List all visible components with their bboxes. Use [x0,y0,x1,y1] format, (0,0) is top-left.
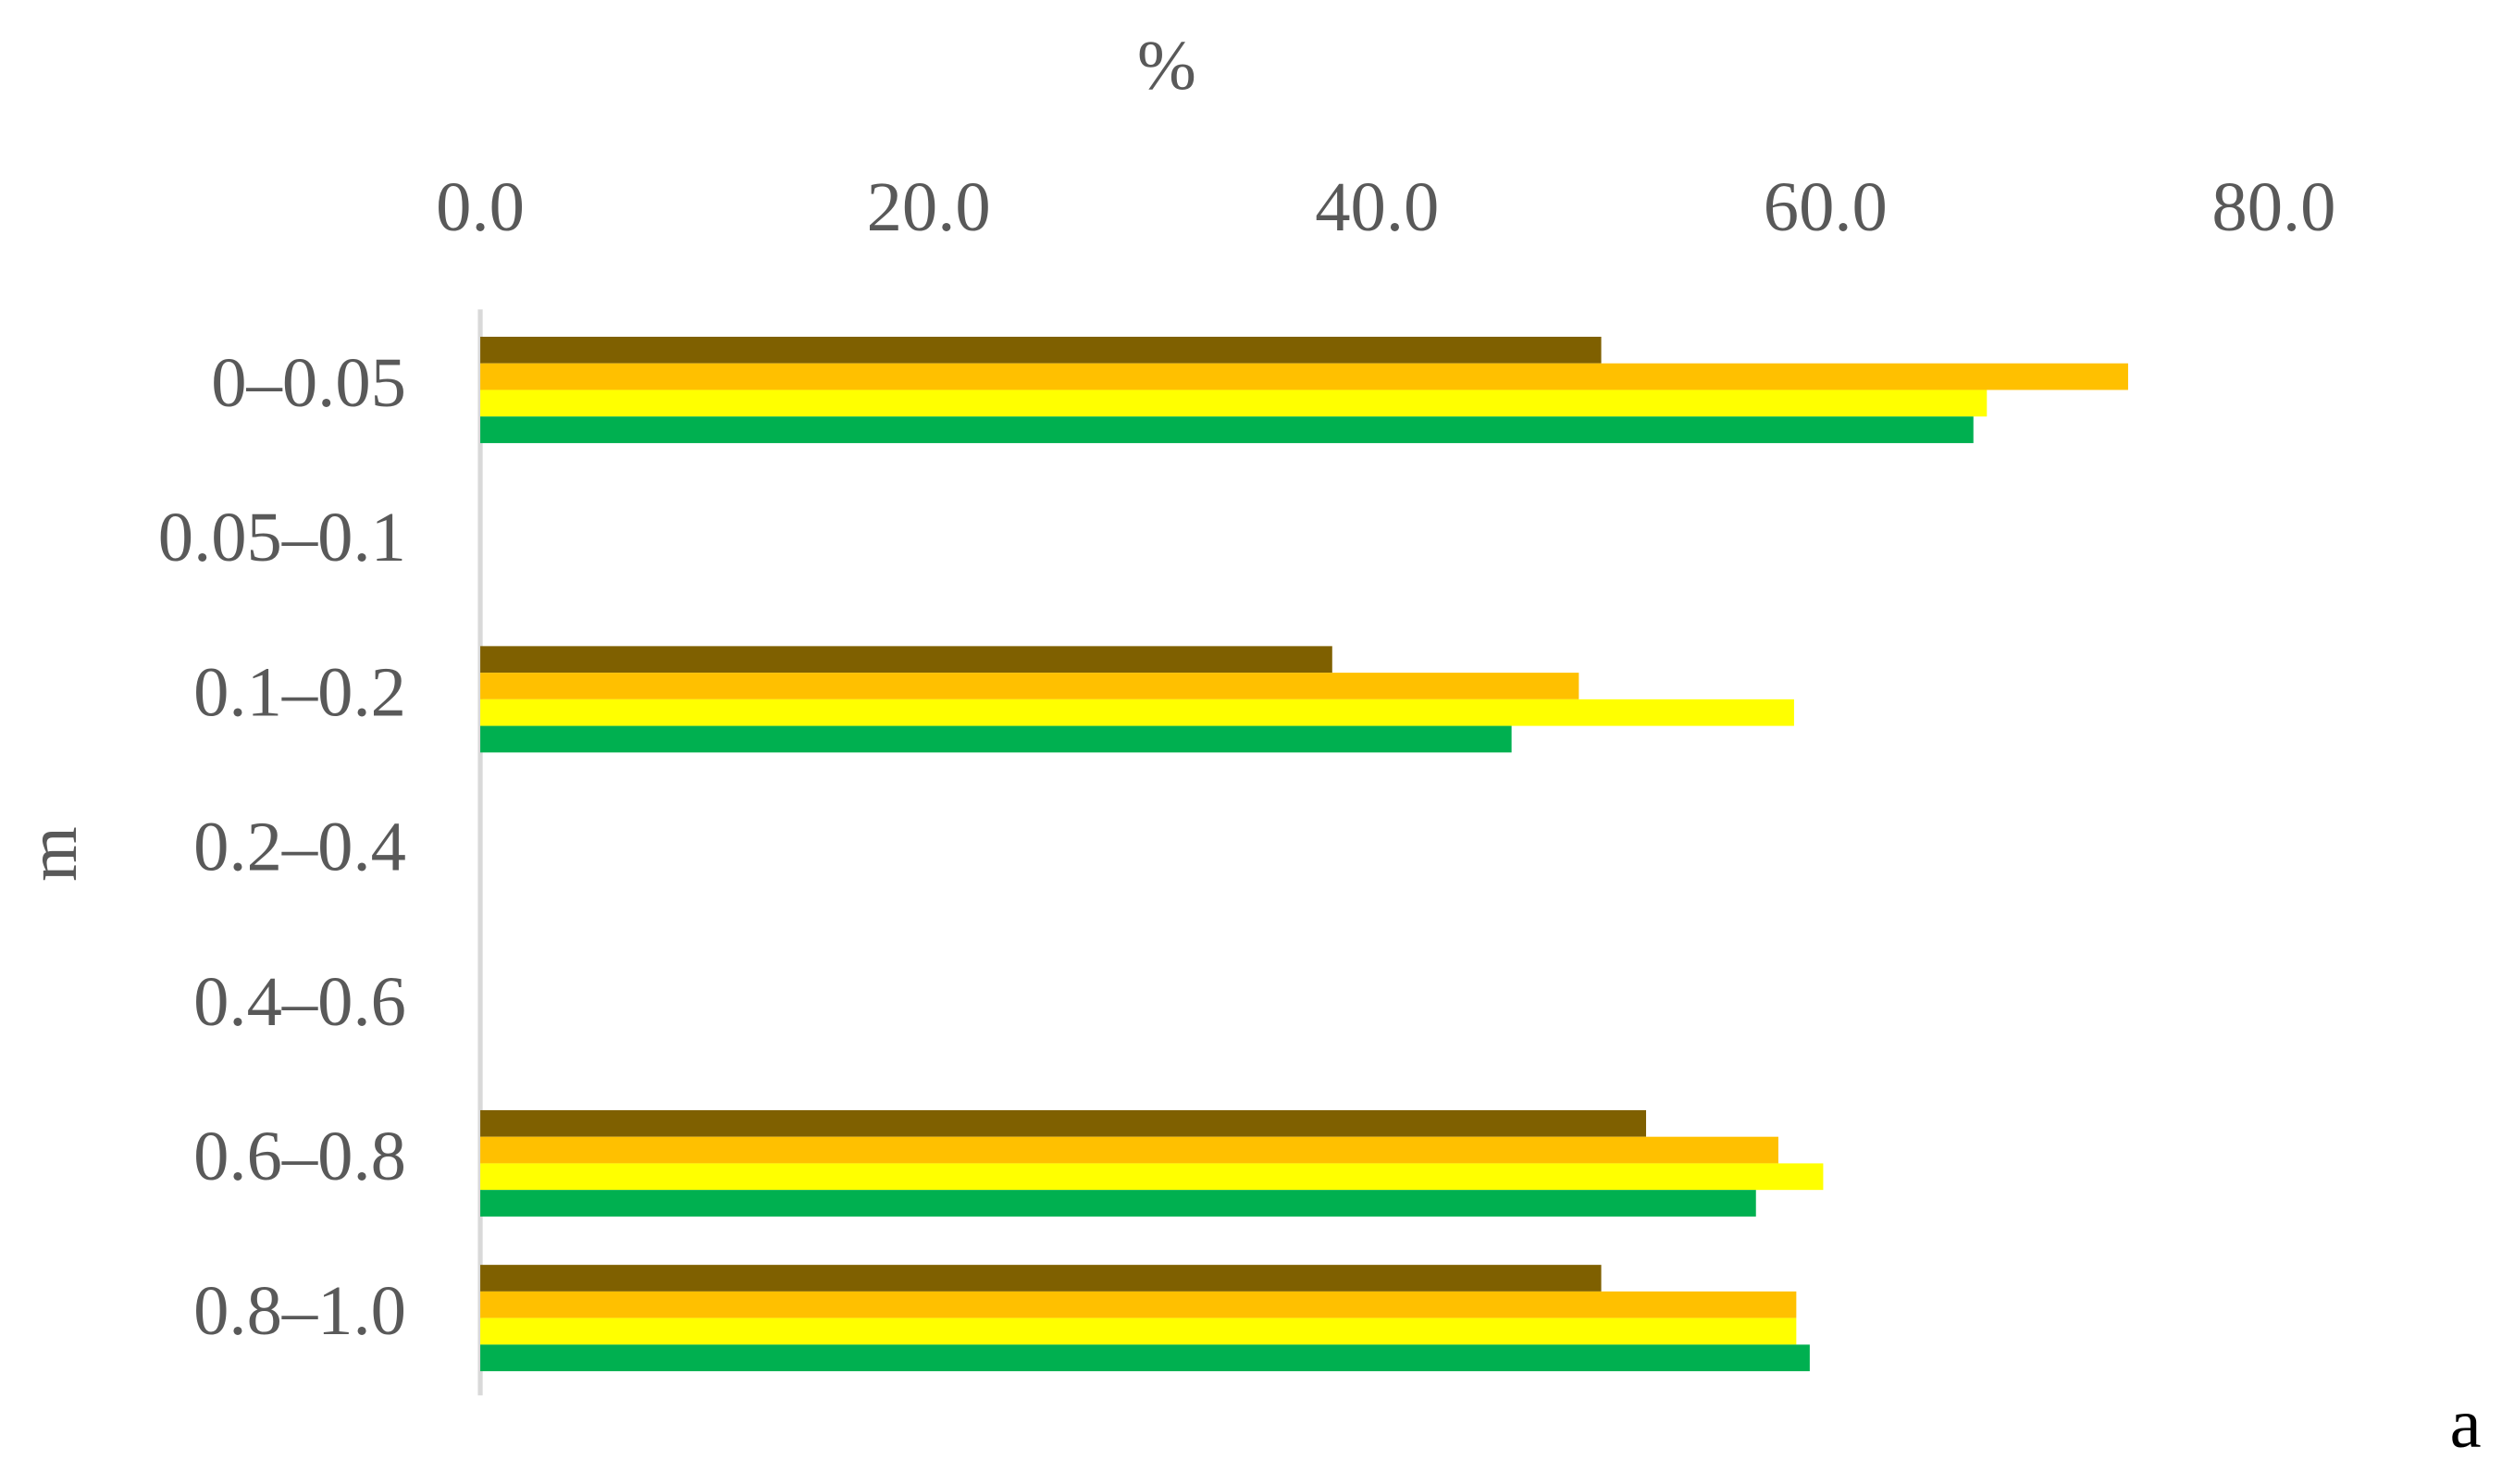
bar [480,725,1512,753]
bar [480,1265,1602,1292]
bar [480,390,1988,417]
bar [480,1317,1797,1345]
y-tick-label: 0.1–0.2 [193,652,406,731]
x-tick-label: 0.0 [436,167,525,246]
bar [480,699,1794,726]
bar [480,673,1579,699]
y-tick-label: 0.4–0.6 [193,962,406,1041]
y-tick-label: 0.05–0.1 [158,498,406,576]
x-tick-label: 20.0 [867,167,991,246]
bar [480,1190,1756,1217]
bar [480,1344,1810,1372]
y-tick-label: 0.8–1.0 [193,1271,406,1350]
bar [480,1163,1824,1191]
bar [480,1136,1778,1164]
bar [480,1291,1797,1318]
annotation: a [2450,1384,2482,1463]
y-tick-label: 0.2–0.4 [193,808,406,886]
bar [480,1109,1647,1137]
x-axis-label: % [1137,26,1196,105]
y-tick-label: 0.6–0.8 [193,1117,406,1195]
y-axis-label: m [13,826,92,882]
x-tick-label: 40.0 [1315,167,1439,246]
x-tick-label: 60.0 [1764,167,1888,246]
bar [480,336,1602,364]
bar [480,416,1974,443]
y-tick-label: 0–0.05 [211,343,406,422]
bar [480,646,1332,674]
x-tick-label: 80.0 [2211,167,2335,246]
bar [480,363,2128,390]
